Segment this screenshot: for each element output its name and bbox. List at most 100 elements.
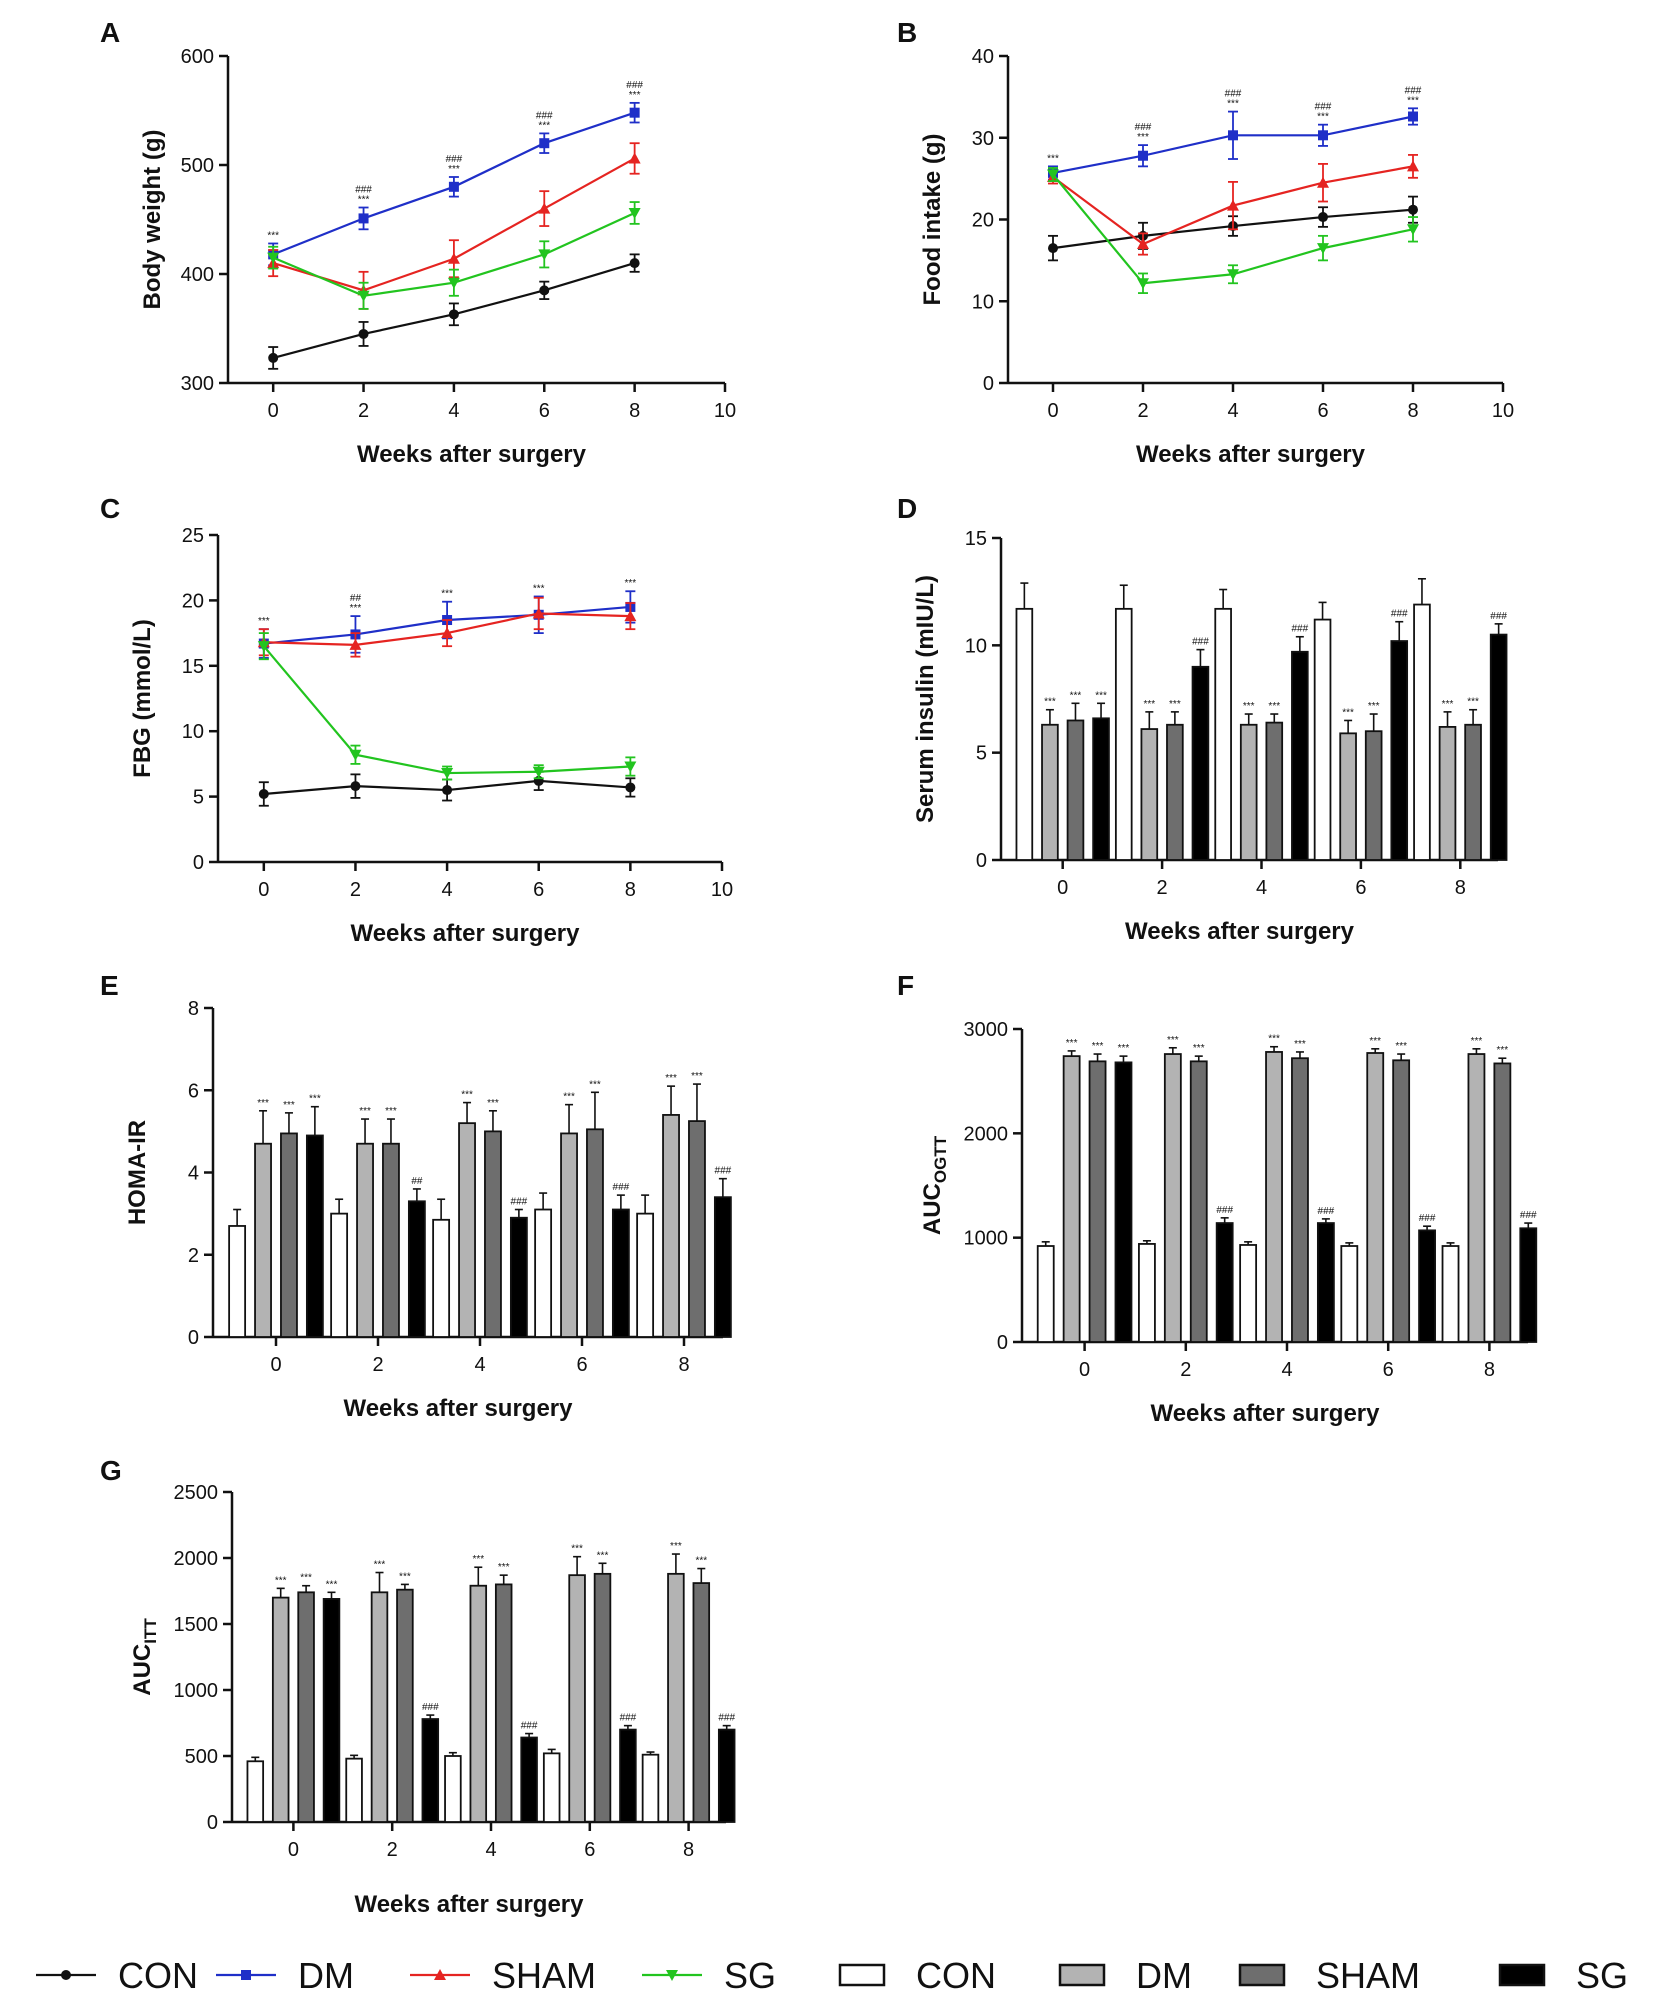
data-point: [539, 138, 550, 149]
bar-group-2: *** *** ###: [1114, 584, 1210, 861]
significance-label: ***: [385, 1106, 397, 1117]
bar-con: [246, 1760, 265, 1823]
data-point: [349, 638, 362, 650]
bar-con: [1114, 607, 1133, 861]
bar-dm: [1265, 1051, 1283, 1343]
bar-con: [444, 1755, 462, 1823]
significance-label: ***: [1143, 699, 1155, 710]
x-tick-label: 6: [1317, 400, 1328, 422]
data-point: [538, 202, 551, 214]
bar-sg: [520, 1736, 538, 1823]
significance-label: ***: [625, 578, 637, 589]
x-tick-label: 8: [1455, 877, 1466, 899]
significance-label: ###: [355, 185, 372, 196]
x-tick-label: 0: [268, 400, 279, 422]
y-tick-label: 30: [972, 128, 994, 150]
bar-group-6: *** *** ###: [542, 1544, 637, 1823]
bar-sham: [1088, 1060, 1107, 1343]
significance-label: ***: [1268, 1034, 1280, 1045]
bar-con: [1313, 618, 1332, 861]
bar-sham: [1166, 723, 1184, 861]
legend-item-line-con: CON: [36, 1955, 198, 1996]
bar-group-2: *** *** ##: [330, 1106, 426, 1338]
bar-dm: [271, 1596, 290, 1823]
bar-group-8: *** *** ###: [636, 1071, 732, 1338]
data-point: [1408, 204, 1418, 215]
significance-label: ***: [498, 1562, 510, 1573]
bar-sham: [586, 1128, 604, 1338]
data-point: [349, 749, 362, 761]
significance-label: ***: [472, 1554, 484, 1565]
bar-sg: [322, 1598, 341, 1823]
significance-label: ***: [326, 1579, 338, 1590]
data-point: [357, 290, 370, 302]
data-point: [447, 277, 460, 289]
y-tick-label: 500: [181, 155, 214, 177]
legend-marker: [434, 1969, 446, 1980]
y-tick-label: 10: [182, 721, 204, 743]
x-tick-label: 0: [1047, 400, 1058, 422]
y-tick-label: 0: [193, 852, 204, 874]
bar-group-8: *** *** ###: [1441, 1036, 1538, 1343]
y-tick-label: 2: [188, 1245, 199, 1267]
significance-label: ***: [359, 1106, 371, 1117]
series-con: [268, 253, 640, 370]
bar-dm: [1140, 728, 1159, 861]
legend-label: SHAM: [492, 1955, 596, 1996]
legend-item-line-sham: SHAM: [410, 1955, 596, 1996]
legend-label: CON: [118, 1955, 198, 1996]
significance-label: ###: [511, 1197, 528, 1208]
data-point: [268, 352, 279, 363]
x-tick-label: 10: [714, 400, 736, 422]
bar-group-6: *** *** ###: [534, 1079, 630, 1338]
bar-group-0: *** *** ***: [246, 1573, 341, 1823]
significance-label: ***: [1368, 701, 1380, 712]
significance-label: ***: [275, 1575, 287, 1586]
significance-label: ###: [715, 1166, 732, 1177]
legend-item-bar-sham: SHAM: [1238, 1955, 1420, 1996]
significance-label: ***: [1243, 701, 1255, 712]
y-tick-label: 1500: [174, 1614, 219, 1636]
panel-G: G 0 500 1000 1500 2000 2500 *** *** *** 0 *** *** ###…: [100, 1455, 735, 1918]
significance-label: ***: [1070, 690, 1082, 701]
y-axis-title: AUCOGTT: [919, 1135, 950, 1235]
bar-dm: [1062, 1055, 1081, 1343]
y-tick-label: 15: [182, 656, 204, 678]
bar-dm: [560, 1132, 578, 1338]
data-point: [628, 152, 641, 164]
significance-label: ###: [718, 1713, 735, 1724]
bar-group-6: *** *** ###: [1313, 601, 1409, 861]
x-tick-label: 2: [1137, 400, 1148, 422]
bar-sham: [1291, 1057, 1309, 1343]
x-axis-title: Weeks after surgery: [354, 1891, 584, 1918]
y-tick-label: 0: [207, 1812, 218, 1834]
x-tick-label: 6: [576, 1354, 587, 1376]
legend-item-line-sg: SG: [642, 1955, 776, 1996]
bar-group-0: *** *** ***: [1015, 582, 1110, 861]
x-tick-label: 8: [678, 1354, 689, 1376]
bar-sham: [688, 1120, 706, 1338]
bar-dm: [1467, 1053, 1486, 1343]
bar-sham: [692, 1582, 711, 1823]
significance-label: ***: [1193, 1043, 1205, 1054]
y-tick-label: 5: [193, 787, 204, 809]
significance-label: ***: [691, 1071, 703, 1082]
data-point: [1317, 176, 1329, 188]
y-tick-label: 8: [188, 998, 199, 1020]
bar-con: [534, 1208, 553, 1338]
legend-label: SG: [1576, 1955, 1628, 1996]
significance-label: ***: [350, 603, 362, 614]
legend-item-bar-sg: SG: [1498, 1955, 1628, 1996]
y-tick-label: 25: [182, 525, 204, 547]
panel-C: C 0 5 10 15 20 25 0 2 4 6 8 10 Weeks after surgery FBG…: [100, 493, 733, 947]
y-tick-label: 500: [185, 1746, 218, 1768]
y-axis-title: FBG (mmol/L): [129, 619, 156, 778]
significance-label: ***: [300, 1573, 312, 1584]
x-axis-title: Weeks after surgery: [1150, 1400, 1380, 1427]
bar-sg: [407, 1200, 426, 1338]
panel-A: A 300 400 500 600 0 2 4 6 8 10 Weeks after surgery B…: [100, 17, 736, 468]
bar-dm: [662, 1114, 680, 1338]
y-tick-label: 10: [972, 291, 994, 313]
